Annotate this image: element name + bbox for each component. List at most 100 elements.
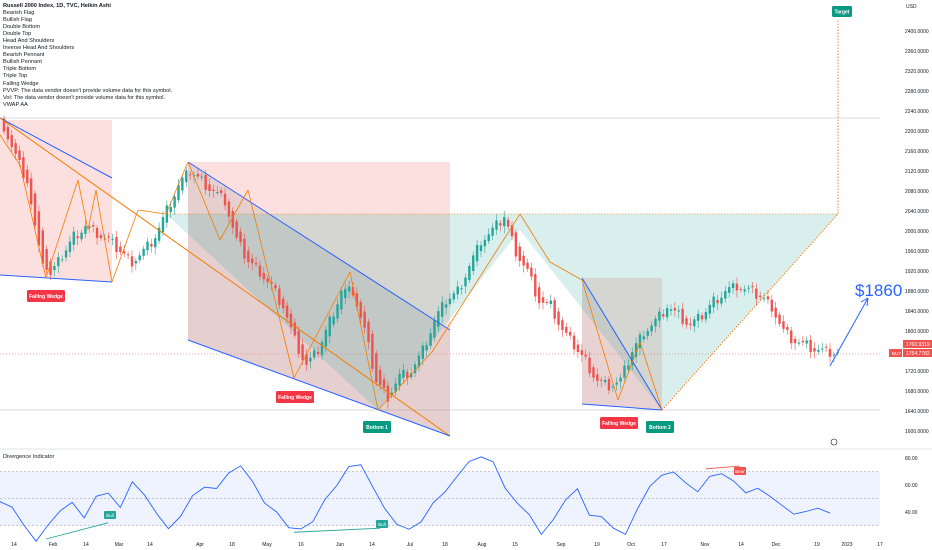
candle-body bbox=[293, 322, 297, 336]
candle-body bbox=[37, 211, 41, 246]
candle-body bbox=[541, 297, 545, 303]
legend: Russell 2000 Index, 1D, TVC, Heikin Ashi… bbox=[3, 3, 172, 109]
y-tick-label: 1960.0000 bbox=[905, 249, 929, 255]
candle-body bbox=[510, 225, 514, 237]
legend-item: Bearish Flag bbox=[3, 10, 35, 17]
candle-body bbox=[119, 246, 122, 253]
bull-divergence-line bbox=[293, 527, 381, 533]
candle-body bbox=[700, 315, 704, 320]
candle-body bbox=[460, 288, 463, 290]
candle-body bbox=[29, 178, 33, 205]
legend-item: PVVP: The data vendor doesn't provide vo… bbox=[3, 87, 173, 94]
candle-body bbox=[208, 184, 211, 191]
candle-body bbox=[813, 348, 816, 352]
candle-body bbox=[491, 227, 494, 236]
x-tick-label: 16 bbox=[298, 542, 304, 548]
candle-body bbox=[340, 291, 343, 310]
candle-body bbox=[572, 335, 576, 350]
candle-body bbox=[344, 288, 347, 299]
candle-body bbox=[584, 354, 587, 357]
legend-item: Triple Top bbox=[3, 73, 28, 80]
candle-body bbox=[456, 286, 459, 295]
bottom2-label: Bottom 2 bbox=[649, 425, 671, 431]
candle-body bbox=[84, 226, 87, 234]
candle-body bbox=[685, 318, 688, 325]
zigzag-segment bbox=[187, 161, 221, 241]
candle-body bbox=[402, 369, 405, 378]
y-tick-label: 2200.0000 bbox=[905, 129, 929, 135]
candle-body bbox=[91, 225, 95, 227]
candle-body bbox=[828, 348, 832, 357]
candle-body bbox=[154, 238, 157, 248]
candle-body bbox=[76, 236, 79, 239]
candle-body bbox=[696, 313, 700, 321]
candle-body bbox=[309, 357, 312, 362]
zigzag-segment bbox=[77, 179, 89, 231]
candle-body bbox=[216, 192, 219, 194]
candle-body bbox=[433, 319, 436, 338]
candle-body bbox=[398, 373, 401, 386]
candle-body bbox=[417, 355, 421, 367]
candle-body bbox=[576, 344, 580, 353]
zigzag-segment bbox=[137, 209, 167, 215]
candle-body bbox=[662, 314, 665, 317]
legend-item: Bullish Pennant bbox=[3, 59, 42, 66]
candle-body bbox=[231, 211, 234, 228]
rsi-tick-label: 40.00 bbox=[905, 510, 918, 516]
buy-tag-box bbox=[889, 349, 902, 357]
candle-body bbox=[797, 342, 801, 344]
candle-body bbox=[157, 227, 161, 241]
candle-body bbox=[634, 343, 638, 357]
falling-wedge-label: Falling Wedge bbox=[29, 294, 63, 300]
candle-body bbox=[49, 261, 52, 275]
candle-body bbox=[95, 227, 99, 238]
wedge-lower-line bbox=[0, 274, 113, 283]
candle-body bbox=[739, 289, 743, 291]
zigzag-segment bbox=[247, 189, 295, 379]
candle-body bbox=[778, 314, 781, 324]
candle-body bbox=[394, 383, 397, 393]
candle-body bbox=[475, 244, 479, 262]
candle-body bbox=[359, 301, 362, 318]
candle-body bbox=[111, 238, 114, 240]
legend-item: Vol: The data vendor doesn't provide vol… bbox=[3, 94, 166, 101]
zigzag-segment bbox=[639, 341, 663, 411]
candle-body bbox=[60, 259, 64, 261]
y-tick-label: 2080.0000 bbox=[905, 189, 929, 195]
candle-body bbox=[274, 284, 277, 289]
candle-body bbox=[173, 196, 176, 208]
y-tick-label: 1800.0000 bbox=[905, 329, 929, 335]
candle-body bbox=[731, 283, 735, 288]
candle-body bbox=[712, 296, 715, 308]
candle-body bbox=[437, 311, 440, 327]
candle-body bbox=[530, 267, 533, 277]
candle-body bbox=[596, 374, 599, 381]
candle-body bbox=[619, 377, 622, 382]
zigzag-segment bbox=[519, 213, 551, 263]
candle-body bbox=[270, 282, 273, 284]
candle-body bbox=[57, 257, 60, 267]
zigzag-segment bbox=[349, 271, 379, 411]
candle-body bbox=[545, 301, 549, 303]
legend-item: Double Top bbox=[3, 31, 32, 38]
y-tick-label: 2400.0000 bbox=[905, 29, 929, 35]
zigzag-segment bbox=[19, 164, 47, 279]
candle-body bbox=[495, 220, 498, 230]
candle-body bbox=[409, 373, 413, 378]
indicator-title: Divergence Indicator bbox=[3, 454, 55, 460]
candle-body bbox=[568, 331, 572, 336]
candle-body bbox=[727, 287, 731, 293]
candle-body bbox=[68, 241, 72, 252]
candle-body bbox=[324, 329, 328, 347]
candle-body bbox=[631, 352, 634, 366]
candle-body bbox=[627, 365, 630, 370]
wedge-upper-line bbox=[0, 117, 113, 179]
candle-body bbox=[371, 333, 374, 369]
candle-body bbox=[181, 177, 184, 191]
candle-body bbox=[243, 238, 246, 259]
y-tick-label: 2360.0000 bbox=[905, 49, 929, 55]
forecast-arrow bbox=[829, 297, 869, 367]
candle-body bbox=[782, 321, 785, 329]
legend-title: Russell 2000 Index, 1D, TVC, Heikin Ashi bbox=[3, 3, 111, 9]
